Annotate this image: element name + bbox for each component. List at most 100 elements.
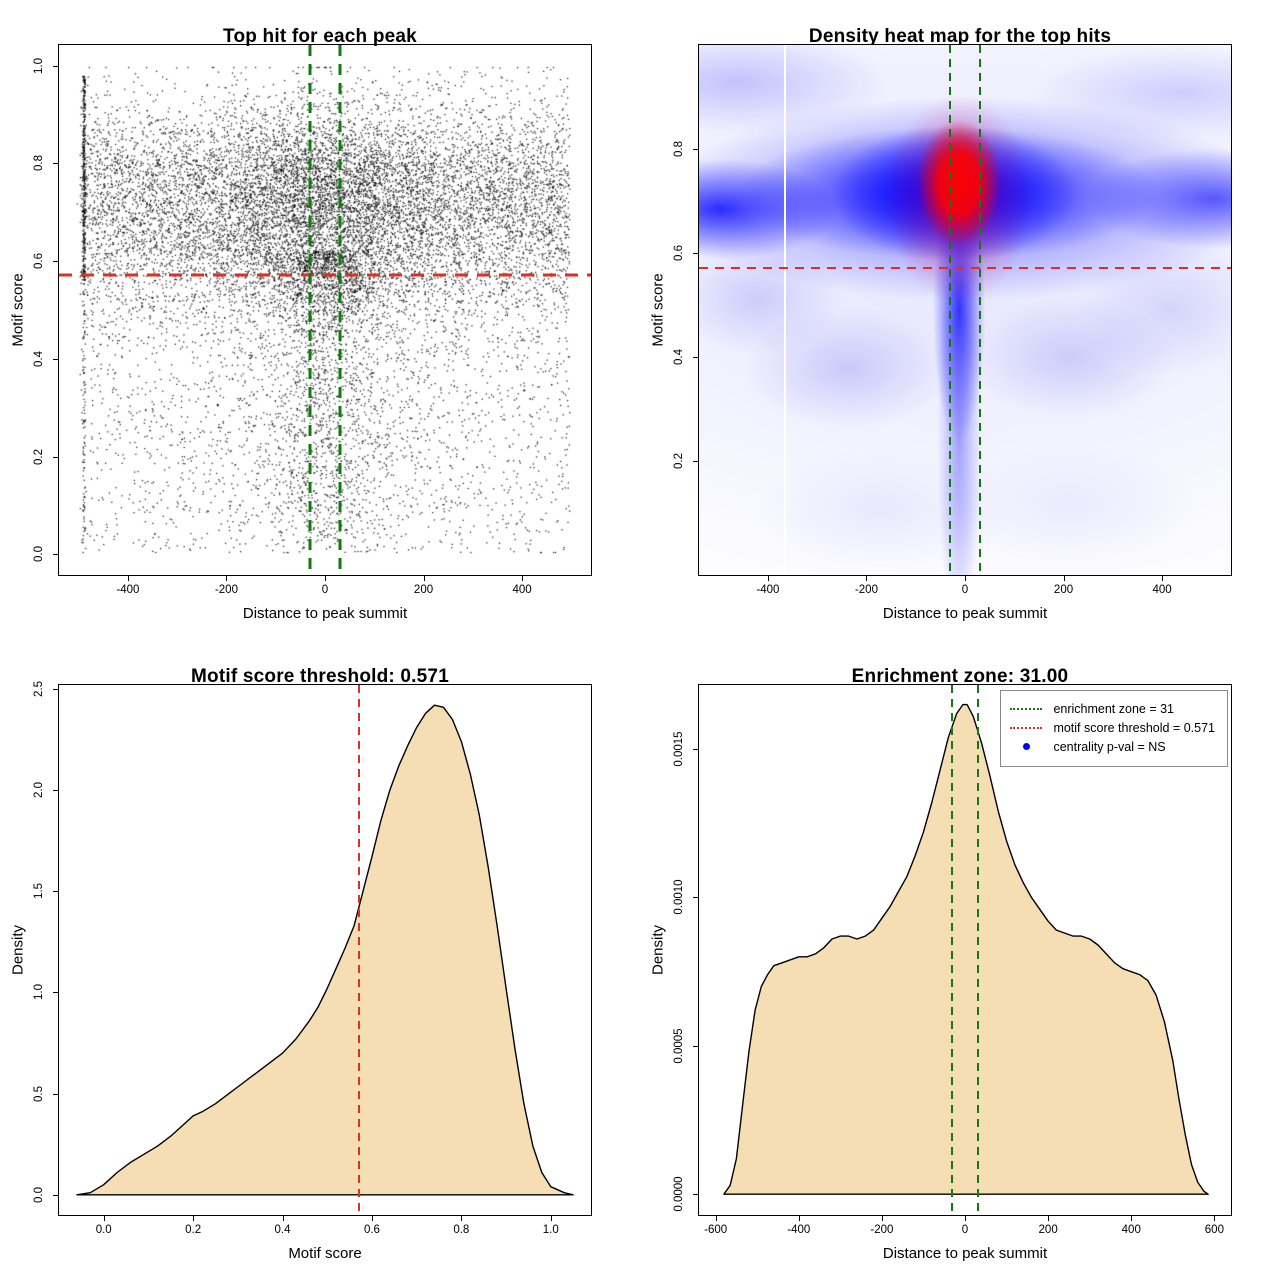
plot-area-distance-density: enrichment zone = 31 motif score thresho…: [650, 684, 1232, 1262]
x-tick: [226, 575, 228, 581]
x-tick: [1063, 575, 1065, 581]
x-tick-label: 0: [961, 584, 969, 596]
panel-distance-density: Enrichment zone: 31.00 enrichment zone =…: [640, 640, 1280, 1280]
y-tick-label: 0.0000: [673, 1176, 685, 1212]
y-tick-label: 0.4: [673, 348, 685, 365]
x-tick-label: -200: [870, 1224, 894, 1236]
y-tick-label: 0.6: [33, 253, 45, 270]
y-axis-label: Motif score: [9, 273, 27, 347]
x-tick: [127, 575, 129, 581]
legend-item-centrality-pval: centrality p-val = NS: [1010, 737, 1215, 756]
x-tick: [282, 1215, 284, 1221]
x-tick: [1162, 575, 1164, 581]
motif-score-density-curve: [76, 704, 574, 1196]
plot-area-scatter: Distance to peak summit Motif score -400…: [10, 44, 592, 622]
y-tick-label: 0.8: [33, 155, 45, 172]
legend-label: motif score threshold = 0.571: [1053, 720, 1215, 735]
plot-area-motif-density: Motif score Density 0.0 0.2 0.4 0.6 0.8 1.0 0.…: [10, 681, 592, 1262]
y-axis-label: Density: [649, 924, 667, 976]
y-tick-label: 2.0: [33, 782, 45, 799]
y-tick-label: 0.6: [673, 244, 685, 261]
x-tick: [715, 1215, 717, 1221]
y-tick-label: 0.2: [673, 452, 685, 469]
x-tick: [550, 1215, 552, 1221]
y-tick: [53, 358, 59, 360]
y-tick: [693, 1045, 699, 1047]
x-tick-label: 400: [512, 584, 532, 596]
x-tick: [371, 1215, 373, 1221]
legend-item-enrichment-zone: enrichment zone = 31: [1010, 699, 1215, 718]
panel-title: Top hit for each peak: [223, 25, 417, 47]
x-tick-label: -400: [116, 584, 140, 596]
y-tick: [53, 261, 59, 263]
x-tick-label: -200: [214, 584, 238, 596]
y-tick-label: 0.0005: [673, 1028, 685, 1064]
scatter-points-canvas: [59, 45, 591, 575]
panel-title: Enrichment zone: 31.00: [851, 665, 1069, 687]
x-tick-label: 0.6: [363, 1224, 380, 1236]
x-tick: [522, 575, 524, 581]
centrality-pval-swatch: [1010, 743, 1042, 750]
y-tick: [53, 1093, 59, 1095]
y-tick: [53, 790, 59, 792]
panel-motif-score-density: Motif score threshold: 0.571 Motif score…: [0, 640, 640, 1280]
x-tick: [866, 575, 868, 581]
x-tick: [881, 1215, 883, 1221]
y-tick-label: 0.0015: [673, 731, 685, 767]
panel-title: Motif score threshold: 0.571: [191, 665, 449, 687]
y-axis-label: Density: [9, 924, 27, 976]
density-area-path: [723, 703, 1209, 1195]
y-tick: [53, 891, 59, 893]
y-tick: [53, 1194, 59, 1196]
x-tick-label: -200: [854, 584, 878, 596]
panel-top-hit-scatter: Top hit for each peak Distance to peak s…: [0, 0, 640, 640]
x-tick-label: 200: [1038, 1224, 1058, 1236]
x-tick-label: -400: [787, 1224, 811, 1236]
x-tick-label: -400: [756, 584, 780, 596]
plot-inner: [59, 685, 591, 1215]
x-tick-label: 0.2: [185, 1224, 202, 1236]
x-axis-label: Distance to peak summit: [242, 605, 408, 622]
x-tick: [423, 575, 425, 581]
y-tick: [53, 456, 59, 458]
y-tick-label: 2.5: [33, 681, 45, 698]
x-tick-label: 200: [1053, 584, 1074, 596]
y-tick-label: 0.0: [33, 1186, 45, 1203]
y-tick: [53, 992, 59, 994]
y-tick: [693, 897, 699, 899]
distance-density-curve: [723, 703, 1209, 1195]
x-axis-label: Distance to peak summit: [882, 1245, 1048, 1262]
y-axis-label: Motif score: [649, 273, 667, 347]
x-tick: [1131, 1215, 1133, 1221]
enrichment-zone-swatch: [1010, 707, 1043, 710]
y-tick-label: 0.8: [673, 140, 685, 157]
x-tick: [325, 575, 326, 581]
y-tick: [693, 1194, 699, 1196]
y-tick: [693, 148, 699, 150]
y-tick-label: 1.0: [33, 984, 45, 1001]
x-tick-label: 0.8: [453, 1224, 470, 1236]
plot-area-heatmap: Distance to peak summit Motif score -400…: [650, 44, 1232, 622]
x-tick: [103, 1215, 105, 1221]
y-tick: [53, 163, 59, 165]
y-tick: [693, 460, 699, 462]
y-tick: [53, 689, 59, 691]
y-tick: [693, 252, 699, 254]
x-tick-label: 200: [413, 584, 434, 596]
x-tick-label: 400: [1152, 584, 1172, 596]
x-tick: [461, 1215, 463, 1221]
motif-threshold-swatch: [1010, 726, 1043, 729]
red-dotted-line-icon: [1010, 726, 1043, 729]
x-tick-label: 400: [1121, 1224, 1141, 1236]
x-tick: [767, 575, 769, 581]
y-tick: [53, 554, 59, 556]
y-tick-label: 0.4: [33, 350, 45, 367]
x-tick: [1214, 1215, 1216, 1221]
x-tick: [965, 1215, 966, 1221]
x-tick-label: 0.0: [95, 1224, 112, 1236]
x-tick: [1048, 1215, 1050, 1221]
y-tick-label: 1.5: [33, 883, 45, 900]
blue-dot-icon: [1022, 743, 1030, 750]
x-tick-label: 0: [961, 1224, 969, 1236]
